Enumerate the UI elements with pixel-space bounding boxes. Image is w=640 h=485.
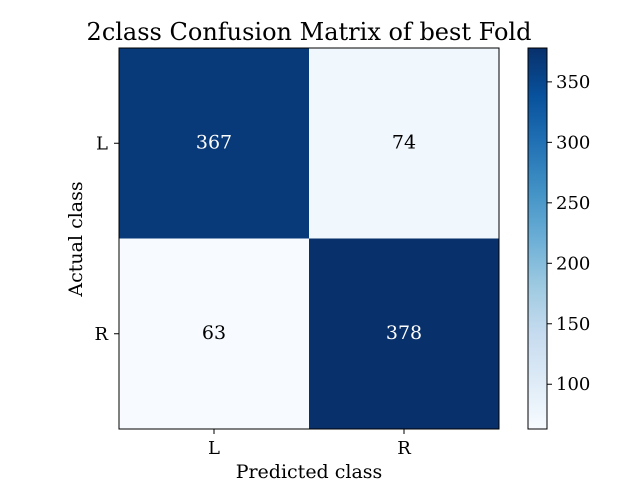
colorbar-tick-label: 200 <box>556 253 590 274</box>
colorbar <box>527 47 548 430</box>
x-tick-label: L <box>208 438 220 459</box>
colorbar-tick-label: 300 <box>556 132 590 153</box>
colorbar-tick-label: 150 <box>556 314 590 335</box>
heatmap-cell <box>309 48 500 239</box>
y-axis-ticks: LR <box>94 133 119 345</box>
colorbar-tick-label: 350 <box>556 72 590 93</box>
heatmap-cells <box>119 48 500 430</box>
x-tick-label: R <box>397 438 411 459</box>
cell-value-label: 63 <box>202 322 226 344</box>
colorbar-tick-label: 250 <box>556 193 590 214</box>
cell-value-label: 74 <box>392 131 416 153</box>
heatmap-cell <box>309 238 500 430</box>
y-tick-label: R <box>94 324 108 345</box>
heatmap-cell-labels: 367 74 63 378 <box>196 131 422 344</box>
y-tick-label: L <box>96 133 108 154</box>
chart-title: 2class Confusion Matrix of best Fold <box>87 18 532 46</box>
cell-value-label: 367 <box>196 131 232 153</box>
cell-value-label: 378 <box>386 322 422 344</box>
colorbar-tick-label: 100 <box>556 374 590 395</box>
plot-frame <box>118 47 500 430</box>
heatmap-cell <box>119 48 310 239</box>
heatmap-cell <box>119 238 310 430</box>
y-axis-label: Actual class <box>65 181 87 297</box>
colorbar-ticks: 100 150 200 250 300 350 <box>547 72 590 395</box>
x-axis-label: Predicted class <box>236 461 383 480</box>
